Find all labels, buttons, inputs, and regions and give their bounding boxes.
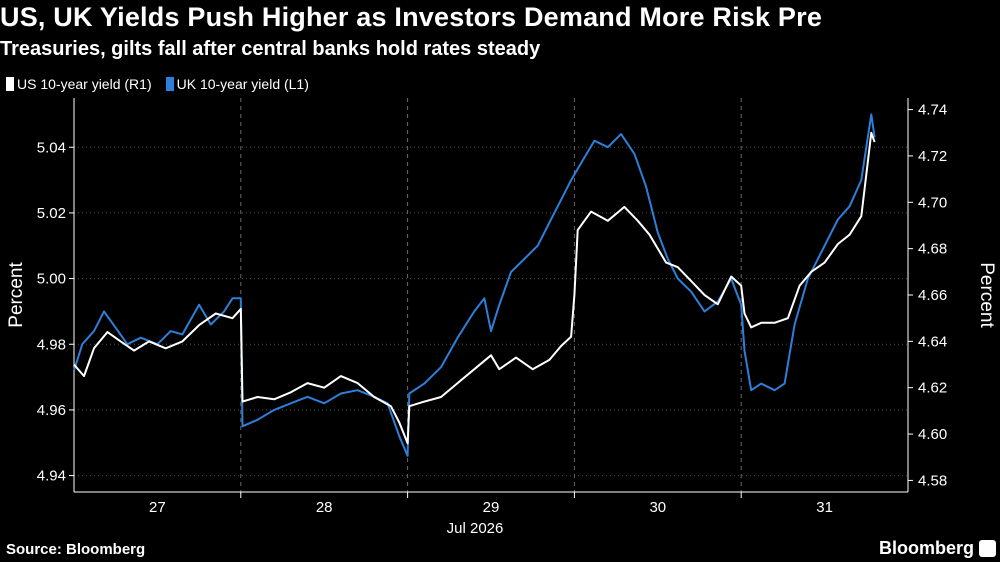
left-tick-label: 5.02 xyxy=(37,205,66,222)
legend-label-uk: UK 10-year yield (L1) xyxy=(176,76,309,92)
right-tick-label: 4.66 xyxy=(918,287,947,304)
legend-swatch-uk xyxy=(165,77,174,91)
left-tick-label: 4.96 xyxy=(37,402,66,419)
right-tick-label: 4.72 xyxy=(918,148,947,165)
right-tick-label: 4.64 xyxy=(918,333,947,350)
left-tick-label: 4.94 xyxy=(37,468,66,485)
x-tick-label: 29 xyxy=(483,499,500,516)
left-axis-title: Percent xyxy=(6,262,27,328)
bloomberg-logo-icon xyxy=(979,540,996,557)
x-tick-label: 27 xyxy=(149,499,166,516)
legend-label-us: US 10-year yield (R1) xyxy=(17,76,152,92)
series-line-uk-10y xyxy=(73,113,876,457)
axes: 4.94 4.96 4.98 5.00 5.02 5.04 4.58 4.60 4.62 4.64… xyxy=(6,98,997,537)
right-tick-label: 4.68 xyxy=(918,241,947,258)
right-tick-label: 4.62 xyxy=(918,380,947,397)
left-tick-label: 5.00 xyxy=(37,271,66,288)
grid xyxy=(74,98,908,492)
x-axis-sub-label: Jul 2026 xyxy=(447,520,504,537)
legend-item-uk: UK 10-year yield (L1) xyxy=(165,76,309,92)
right-axis-title: Percent xyxy=(976,262,997,328)
source-note: Source: Bloomberg xyxy=(6,541,146,558)
right-tick-label: 4.74 xyxy=(918,102,947,119)
legend-swatch-us xyxy=(6,77,14,91)
legend: US 10-year yield (R1) UK 10-year yield (… xyxy=(6,76,309,92)
series-line-us-10y xyxy=(73,131,876,445)
x-tick-label: 30 xyxy=(649,499,666,516)
brand-logo-text: Bloomberg xyxy=(878,538,974,558)
legend-item-us: US 10-year yield (R1) xyxy=(6,76,152,92)
left-tick-label: 4.98 xyxy=(37,336,66,353)
chart-subtitle: Treasuries, gilts fall after central ban… xyxy=(0,38,541,60)
right-tick-label: 4.60 xyxy=(918,426,947,443)
x-tick-label: 31 xyxy=(816,499,833,516)
chart-title: US, UK Yields Push Higher as Investors D… xyxy=(0,2,823,32)
right-tick-label: 4.70 xyxy=(918,194,947,211)
x-tick-label: 28 xyxy=(316,499,333,516)
left-tick-label: 5.04 xyxy=(37,139,66,156)
series-group xyxy=(73,113,876,457)
right-tick-label: 4.58 xyxy=(918,472,947,489)
